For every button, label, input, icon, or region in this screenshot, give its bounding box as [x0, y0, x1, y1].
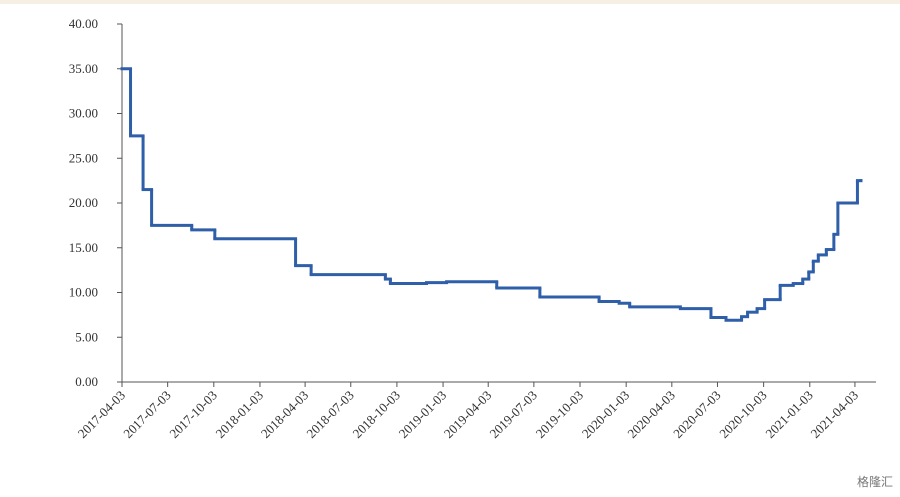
y-tick-label: 40.00 — [69, 16, 98, 31]
y-tick-label: 0.00 — [75, 374, 98, 389]
x-tick-label: 2018-07-03 — [303, 388, 357, 442]
x-tick-label: 2021-04-03 — [808, 388, 862, 442]
x-tick-label: 2020-01-03 — [579, 388, 633, 442]
y-tick-label: 20.00 — [69, 195, 98, 210]
x-tick-label: 2019-10-03 — [533, 388, 587, 442]
y-tick-label: 35.00 — [69, 61, 98, 76]
x-tick-label: 2017-07-03 — [120, 388, 174, 442]
top-strip — [0, 0, 900, 4]
x-tick-label: 2021-01-03 — [762, 388, 816, 442]
y-tick-label: 30.00 — [69, 106, 98, 121]
x-tick-label: 2019-04-03 — [441, 388, 495, 442]
x-tick-label: 2019-07-03 — [486, 388, 540, 442]
y-tick-label: 15.00 — [69, 240, 98, 255]
x-tick-label: 2018-04-03 — [258, 388, 312, 442]
x-tick-label: 2018-01-03 — [213, 388, 267, 442]
x-tick-label: 2020-07-03 — [670, 388, 724, 442]
x-tick-label: 2017-10-03 — [166, 388, 220, 442]
y-tick-label: 5.00 — [75, 329, 98, 344]
x-tick-label: 2019-01-03 — [396, 388, 450, 442]
x-tick-label: 2017-04-03 — [75, 388, 129, 442]
x-tick-label: 2020-10-03 — [716, 388, 770, 442]
x-tick-label: 2020-04-03 — [624, 388, 678, 442]
watermark: 格隆汇 — [857, 474, 893, 489]
x-tick-label: 2018-10-03 — [350, 388, 404, 442]
y-tick-label: 25.00 — [69, 150, 98, 165]
y-tick-label: 10.00 — [69, 285, 98, 300]
